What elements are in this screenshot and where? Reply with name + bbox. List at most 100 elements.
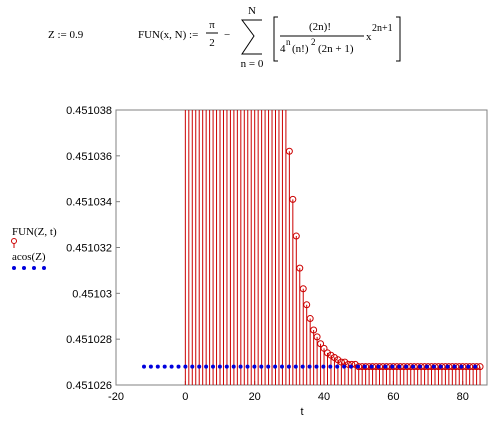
stem-marker bbox=[299, 285, 307, 293]
acos-dot bbox=[397, 364, 402, 369]
stem-marker bbox=[310, 326, 318, 334]
acos-dot bbox=[445, 364, 450, 369]
acos-dot bbox=[383, 364, 388, 369]
acos-dot bbox=[204, 364, 209, 369]
sum-upper: N bbox=[248, 5, 256, 17]
den-fact: (n!) bbox=[292, 43, 309, 55]
pi: π bbox=[209, 19, 215, 31]
acos-dot bbox=[431, 364, 436, 369]
x-tick-label: 40 bbox=[318, 391, 330, 403]
x-tick-label: 20 bbox=[249, 391, 261, 403]
acos-dot bbox=[349, 364, 353, 369]
acos-dot bbox=[314, 364, 319, 369]
plot-area bbox=[142, 27, 484, 385]
acos-dot bbox=[473, 364, 478, 369]
acos-dot bbox=[424, 364, 429, 369]
acos-dot bbox=[459, 364, 464, 369]
stem-marker bbox=[303, 301, 311, 309]
x-exp: 2n+1 bbox=[372, 23, 393, 34]
sum-lower: n = 0 bbox=[241, 58, 264, 70]
x-tick-label: 0 bbox=[182, 391, 188, 403]
stem-marker bbox=[289, 195, 297, 203]
y-tick-label: 0.451026 bbox=[66, 380, 112, 392]
acos-dot bbox=[335, 364, 340, 369]
acos-dot bbox=[355, 364, 360, 369]
numerator: (2n)! bbox=[309, 21, 331, 33]
y-tick-label: 0.451036 bbox=[66, 151, 112, 163]
acos-dot bbox=[197, 364, 202, 369]
minus: − bbox=[224, 29, 230, 41]
formula: Z := 0.9 FUN(x, N) := π 2 − N n = 0 (2n)… bbox=[48, 5, 401, 70]
stem-marker bbox=[330, 354, 338, 361]
y-tick-label: 0.451034 bbox=[66, 197, 112, 209]
den-base: 4 bbox=[280, 43, 286, 55]
acos-dot bbox=[362, 364, 367, 369]
legend-symbol bbox=[22, 266, 26, 270]
acos-dot bbox=[273, 364, 278, 369]
acos-dot bbox=[245, 364, 250, 369]
legend-label: acos(Z) bbox=[12, 251, 46, 263]
acos-dot bbox=[404, 364, 409, 369]
stem-marker bbox=[313, 333, 321, 341]
legend-symbol bbox=[42, 266, 46, 270]
den-tail: (2n + 1) bbox=[318, 43, 354, 55]
stem-marker bbox=[351, 360, 359, 368]
acos-dot bbox=[280, 364, 284, 369]
stem-marker bbox=[283, 89, 289, 95]
stem-marker bbox=[320, 344, 328, 352]
x-tick-label: 60 bbox=[387, 391, 399, 403]
acos-dot bbox=[307, 364, 312, 369]
acos-dot bbox=[259, 364, 264, 369]
acos-dot bbox=[252, 364, 257, 369]
acos-dot bbox=[148, 364, 153, 369]
legend-symbol bbox=[32, 266, 36, 270]
acos-dot bbox=[452, 364, 457, 369]
plot-frame bbox=[115, 109, 488, 386]
acos-dot bbox=[342, 364, 347, 369]
sigma bbox=[241, 19, 262, 55]
acos-dot bbox=[142, 364, 146, 369]
acos-dot bbox=[293, 364, 298, 369]
acos-dot bbox=[369, 364, 374, 369]
y-tick-label: 0.451028 bbox=[66, 334, 112, 346]
legend-symbol bbox=[12, 266, 16, 270]
acos-dot bbox=[169, 364, 174, 369]
y-tick-label: 0.451032 bbox=[66, 243, 112, 255]
acos-dot bbox=[176, 364, 181, 369]
x: x bbox=[366, 31, 372, 43]
stem-marker bbox=[324, 349, 332, 357]
stem-marker bbox=[317, 340, 325, 348]
acos-dot bbox=[224, 364, 229, 369]
acos-dot bbox=[155, 364, 160, 369]
stem-marker bbox=[292, 232, 300, 240]
y-tick-label: 0.45103 bbox=[72, 288, 112, 300]
x-tick-label: -20 bbox=[108, 391, 124, 403]
stem-marker bbox=[279, 27, 285, 33]
acos-dot bbox=[390, 364, 395, 369]
stem-marker bbox=[306, 315, 314, 323]
acos-dot bbox=[190, 364, 195, 369]
acos-dot bbox=[183, 364, 188, 369]
stem-marker bbox=[285, 147, 293, 155]
acos-dot bbox=[238, 364, 243, 369]
stem-marker bbox=[296, 264, 304, 272]
acos-dot bbox=[286, 364, 291, 369]
acos-dot bbox=[411, 364, 416, 369]
x-tick-label: 80 bbox=[457, 391, 469, 403]
acos-dot bbox=[466, 364, 471, 369]
acos-dot bbox=[300, 364, 305, 369]
den-sq: 2 bbox=[311, 37, 316, 47]
two: 2 bbox=[209, 37, 215, 49]
acos-dot bbox=[376, 364, 381, 369]
brackets bbox=[273, 16, 401, 62]
stem-marker bbox=[327, 351, 335, 359]
acos-dot bbox=[211, 364, 215, 369]
stem-marker bbox=[334, 356, 342, 364]
acos-dot bbox=[438, 364, 443, 369]
acos-dot bbox=[321, 364, 326, 369]
acos-dot bbox=[266, 364, 271, 369]
y-tick-label: 0.451038 bbox=[66, 105, 112, 117]
acos-dot bbox=[231, 364, 236, 369]
fun-lhs: FUN(x, N) := bbox=[138, 29, 198, 41]
